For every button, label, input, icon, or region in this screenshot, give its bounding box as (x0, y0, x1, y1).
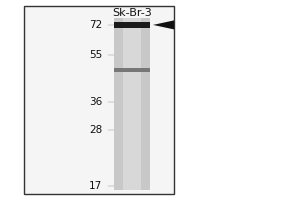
FancyBboxPatch shape (114, 68, 150, 72)
FancyBboxPatch shape (123, 18, 141, 190)
Text: 28: 28 (89, 125, 102, 135)
FancyBboxPatch shape (114, 22, 150, 28)
FancyBboxPatch shape (24, 6, 174, 194)
Polygon shape (153, 20, 174, 29)
Text: Sk-Br-3: Sk-Br-3 (112, 8, 152, 18)
Text: 36: 36 (89, 97, 102, 107)
FancyBboxPatch shape (114, 18, 150, 190)
Text: 17: 17 (89, 181, 102, 191)
Text: 72: 72 (89, 20, 102, 30)
Text: 55: 55 (89, 50, 102, 60)
